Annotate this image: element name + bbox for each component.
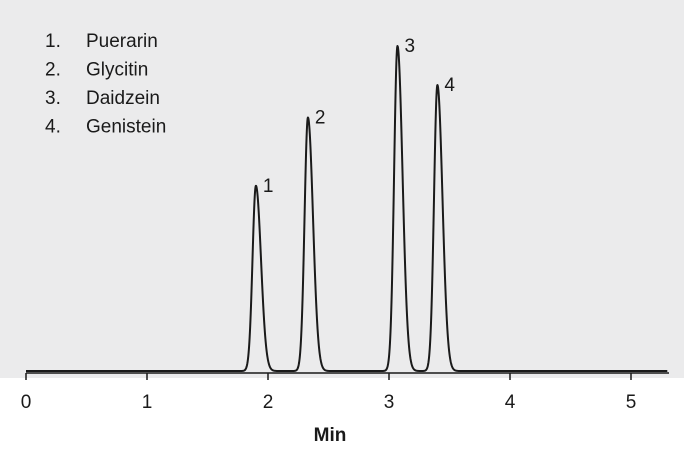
x-axis-ticks: 0 1 2 3 4 5 <box>21 373 637 413</box>
x-tick-label-3: 3 <box>384 392 395 413</box>
peak-labels: 1 2 3 4 <box>263 36 456 197</box>
x-axis-label: Min <box>314 425 347 446</box>
legend-entry-3-name: Daidzein <box>86 88 160 109</box>
peak-label-2: 2 <box>315 108 326 129</box>
legend-entry-2-number: 2. <box>45 60 61 81</box>
x-tick-label-4: 4 <box>505 392 516 413</box>
legend-entry-4-number: 4. <box>45 117 61 138</box>
x-tick-label-1: 1 <box>142 392 153 413</box>
x-tick-label-5: 5 <box>626 392 637 413</box>
x-tick-label-2: 2 <box>263 392 274 413</box>
peak-label-1: 1 <box>263 176 274 197</box>
legend: 1. Puerarin 2. Glycitin 3. Daidzein 4. Genistei… <box>45 31 166 138</box>
x-tick-label-0: 0 <box>21 392 32 413</box>
plot-background <box>0 0 684 378</box>
legend-entry-3-number: 3. <box>45 88 61 109</box>
legend-entry-1-name: Puerarin <box>86 31 158 52</box>
legend-entry-4-name: Genistein <box>86 117 166 138</box>
legend-entry-2-name: Glycitin <box>86 60 148 81</box>
peak-label-3: 3 <box>405 36 416 57</box>
legend-entry-1-number: 1. <box>45 31 61 52</box>
peak-label-4: 4 <box>444 75 455 96</box>
chromatogram-trace <box>25 45 669 372</box>
